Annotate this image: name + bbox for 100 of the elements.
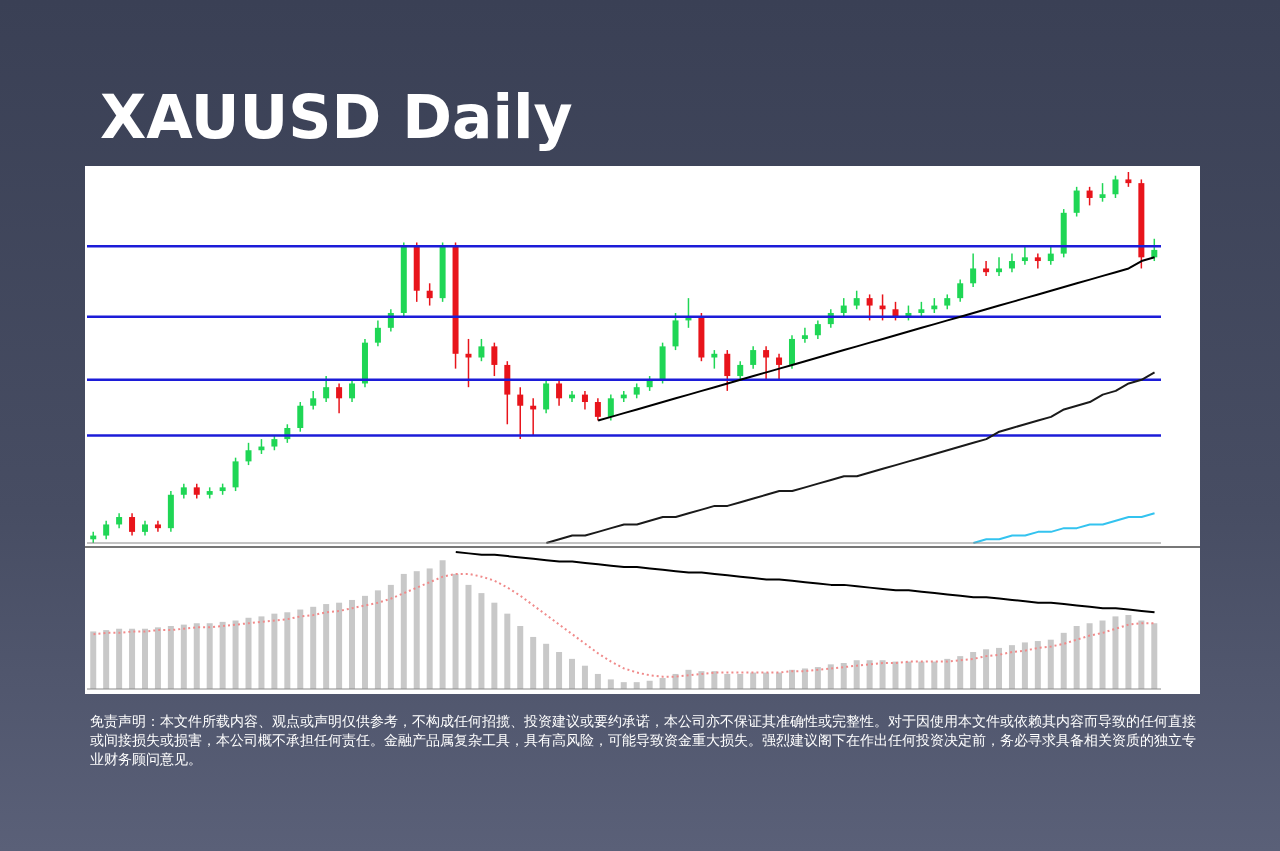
candlestick	[866, 293, 873, 322]
candlestick	[465, 338, 472, 388]
bar	[465, 584, 472, 689]
bar	[413, 571, 420, 689]
candlestick	[1047, 245, 1054, 266]
bar	[129, 628, 136, 689]
bar	[167, 625, 174, 689]
candlestick	[310, 390, 317, 411]
candlestick	[556, 379, 563, 407]
candlestick	[374, 319, 381, 348]
bar	[284, 612, 291, 689]
candlestick	[1112, 174, 1119, 199]
bar	[452, 573, 459, 689]
bar	[814, 667, 821, 689]
bar	[801, 668, 808, 689]
candlestick	[517, 386, 524, 440]
bar	[374, 590, 381, 689]
candlestick	[763, 345, 770, 381]
bar	[853, 660, 860, 689]
bar	[232, 620, 239, 689]
candlestick	[1021, 245, 1028, 266]
candlestick	[594, 397, 601, 422]
bar	[1060, 632, 1067, 689]
bar	[504, 613, 511, 689]
bar	[556, 652, 563, 689]
bar	[180, 624, 187, 689]
candlestick	[776, 353, 783, 381]
bar	[1021, 642, 1028, 689]
text: 免责声明：本文件所载内容、观点或声明仅供参考，不构成任何招揽、投资建议或要约承诺，本公司亦不保证其准确性或完整性。对于因使用本文件或依赖其内容而导致的任何直接或间接损失或损害，本公司概不承担任何责任。金融产品属复杂工具，具有高风险，可能导致资金重大损失。强烈建议阁下在作出任何投资决定前，务必寻求具备相关资质的独立专业财务顾问意见。	[90, 712, 1197, 769]
bar	[944, 658, 951, 689]
bar	[491, 602, 498, 689]
bar	[154, 627, 161, 689]
candlestick	[1099, 182, 1106, 203]
bar	[141, 628, 148, 689]
candlestick	[1008, 252, 1015, 273]
bar	[1034, 641, 1041, 689]
bar	[245, 617, 252, 689]
candlestick	[323, 375, 330, 403]
bar	[271, 613, 278, 689]
candlestick	[336, 382, 343, 414]
bar	[310, 606, 317, 689]
candlestick	[297, 401, 304, 433]
bar	[1073, 625, 1080, 689]
chart-title: XAUUSD Daily	[100, 82, 573, 152]
bar	[1125, 615, 1132, 689]
candlestick	[840, 297, 847, 318]
bar	[879, 660, 886, 689]
candlestick	[1034, 252, 1041, 270]
bar	[90, 631, 97, 689]
bar	[996, 647, 1003, 689]
candlestick	[750, 345, 757, 370]
bar	[698, 671, 705, 689]
candlestick	[853, 289, 860, 311]
candlestick	[801, 327, 808, 344]
bar	[918, 661, 925, 689]
bar	[840, 662, 847, 689]
candlestick	[1086, 186, 1093, 207]
bar	[970, 652, 977, 689]
candlestick	[724, 349, 731, 392]
candlestick	[737, 360, 744, 381]
bar	[1099, 620, 1106, 689]
bar	[219, 621, 226, 689]
bar	[737, 673, 744, 689]
bar	[439, 560, 446, 689]
bar	[827, 664, 834, 689]
bar	[323, 604, 330, 689]
bar	[724, 673, 731, 689]
bar	[569, 658, 576, 689]
bar	[206, 623, 213, 689]
bar	[103, 630, 110, 689]
bar	[607, 679, 614, 689]
bar	[297, 609, 304, 689]
candlestick	[581, 390, 588, 411]
bar	[400, 573, 407, 689]
candlestick	[349, 379, 356, 403]
bar	[426, 568, 433, 689]
candlestick	[478, 338, 485, 362]
candlestick	[814, 319, 821, 340]
bar	[543, 643, 550, 689]
bar	[659, 678, 666, 689]
bar	[1151, 623, 1158, 689]
candlestick	[491, 341, 498, 377]
bar	[1086, 623, 1093, 689]
candlestick	[996, 256, 1003, 277]
bar	[931, 661, 938, 689]
bar	[1112, 616, 1119, 689]
candlestick	[129, 512, 136, 537]
candlestick	[711, 349, 718, 370]
candlestick	[103, 519, 110, 541]
bar	[1008, 645, 1015, 689]
bar	[788, 669, 795, 689]
bar	[685, 669, 692, 689]
bar	[517, 625, 524, 689]
bar	[1138, 620, 1145, 689]
candlestick	[1151, 238, 1158, 262]
bar	[116, 628, 123, 689]
bar	[387, 584, 394, 689]
candlestick	[1073, 186, 1080, 218]
bar	[866, 660, 873, 689]
bar	[349, 599, 356, 689]
